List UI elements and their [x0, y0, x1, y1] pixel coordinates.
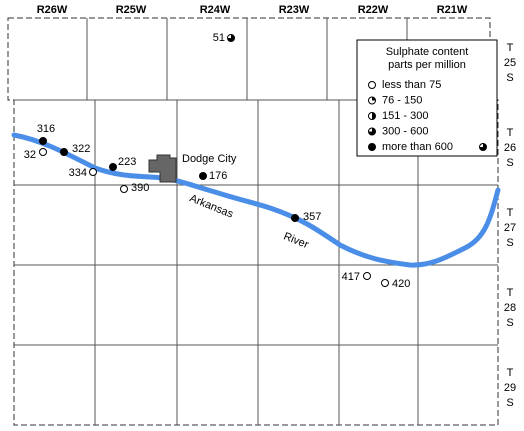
range-label: R24W [200, 4, 231, 16]
township-label: T [507, 127, 514, 139]
well-label: 417 [342, 271, 360, 283]
township-label: 28 [504, 302, 516, 314]
township-label: S [506, 317, 513, 329]
well-symbol [60, 148, 68, 156]
well-label: 32 [24, 149, 36, 161]
township-label: S [506, 72, 513, 84]
legend-label: more than 600 [382, 141, 453, 153]
township-label: 25 [504, 57, 516, 69]
well-symbol [39, 148, 47, 156]
well-label: 51 [213, 32, 225, 44]
legend-label: less than 75 [382, 79, 441, 91]
range-label: R22W [358, 4, 389, 16]
well-symbol [89, 168, 97, 176]
legend-label: 300 - 600 [382, 125, 428, 137]
well-symbol [381, 279, 389, 287]
well-label: 322 [72, 143, 90, 155]
legend-title: Sulphate content [386, 46, 469, 58]
township-label: T [507, 287, 514, 299]
well-label: 223 [118, 156, 136, 168]
township-label: T [507, 42, 514, 54]
legend-box [356, 39, 498, 157]
legend-label: 151 - 300 [382, 110, 428, 122]
township-label: 26 [504, 142, 516, 154]
well-symbol [109, 163, 117, 171]
well-label: 334 [69, 167, 87, 179]
well-symbol [368, 81, 376, 89]
well-symbol [363, 272, 371, 280]
well-label: 316 [37, 123, 55, 135]
township-label: 29 [504, 382, 516, 394]
well-symbol [199, 172, 207, 180]
range-label: R21W [437, 4, 468, 16]
well-symbol [368, 96, 376, 105]
well-symbol [368, 143, 376, 151]
well-symbol [479, 143, 487, 151]
well-symbol [368, 112, 376, 120]
legend-title: parts per million [388, 59, 466, 71]
legend-label: 76 - 150 [382, 94, 422, 106]
well-symbol [368, 127, 376, 136]
well-symbol [120, 185, 128, 193]
river [11, 132, 501, 268]
well-label: 390 [131, 182, 149, 194]
township-label: S [506, 397, 513, 409]
well-symbol [227, 34, 235, 42]
well-label: 420 [392, 278, 410, 290]
range-label: R26W [37, 4, 68, 16]
township-label: S [506, 237, 513, 249]
township-label: S [506, 157, 513, 169]
well-label: 176 [209, 170, 227, 182]
city-area [148, 154, 177, 183]
well-symbol [291, 214, 299, 222]
river-label: River [282, 230, 311, 251]
range-label: R25W [116, 4, 147, 16]
range-label: R23W [279, 4, 310, 16]
city-label: Dodge City [182, 153, 237, 165]
well-symbol [39, 137, 47, 145]
township-label: T [507, 367, 514, 379]
township-label: 27 [504, 222, 516, 234]
well-label: 357 [303, 211, 321, 223]
township-label: T [507, 207, 514, 219]
